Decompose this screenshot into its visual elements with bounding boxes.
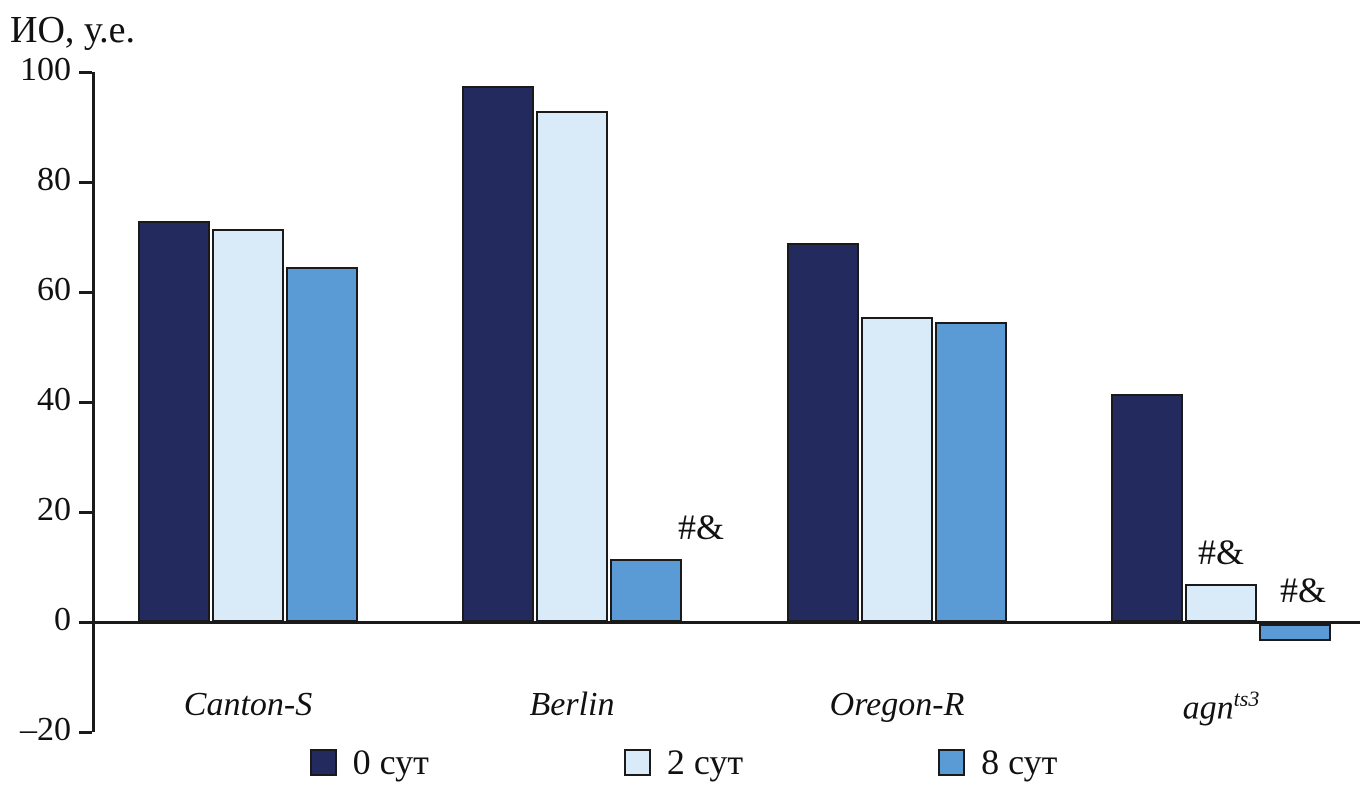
category-label-text: Berlin [529,686,615,723]
x-axis [92,621,1360,624]
y-tick-label: 100 [20,51,71,88]
legend-item: 0 сут [309,742,429,782]
category-label: Oregon-R [737,688,1057,722]
legend-label: 8 сут [981,742,1058,782]
y-axis-title: ИО, у.е. [10,9,135,51]
legend-swatch [309,748,337,776]
legend-item: 2 сут [623,742,744,782]
legend: 0 сут 2 сут 8 сут [0,744,1367,780]
legend-swatch [623,748,651,776]
bar-2-сут-Oregon-R [861,316,933,622]
bar-0-сут-Canton-S [138,220,210,622]
category-label-text: Canton-S [183,686,313,723]
legend-item: 8 сут [938,744,1057,780]
y-tick [79,71,92,74]
legend-swatch [938,748,966,776]
legend-label: 0 сут [352,742,429,782]
bar-2-сут-agn^ts3 [1185,583,1257,622]
y-tick [79,621,92,624]
y-tick [79,291,92,294]
y-tick-label: 80 [37,161,71,198]
legend-label: 2 сут [666,742,744,782]
significance-annotation: #& [677,506,724,547]
y-axis [92,72,95,732]
significance-annotation: #& [1197,531,1244,572]
bar-0-сут-Berlin [462,85,534,622]
bar-8-сут-Canton-S [286,267,358,622]
y-tick-label: 60 [37,271,71,308]
y-tick-label: 20 [37,491,71,528]
y-tick-label: 40 [37,381,71,418]
category-label-text: Oregon-R [829,686,965,723]
bar-8-сут-agn^ts3 [1259,624,1331,641]
significance-annotation: #& [1279,570,1326,610]
bar-8-сут-Berlin [610,558,682,622]
category-label: Canton-S [88,688,408,722]
y-tick [79,731,92,734]
category-label: agnts3 [1061,688,1367,725]
bar-0-сут-Oregon-R [787,242,859,622]
y-tick-label: –20 [20,711,71,748]
bar-8-сут-Oregon-R [935,322,1007,622]
y-tick [79,511,92,514]
y-tick [79,181,92,184]
bar-0-сут-agn^ts3 [1111,393,1183,622]
y-tick [79,401,92,404]
category-label-superscript: ts3 [1233,686,1260,711]
bar-2-сут-Berlin [536,110,608,622]
category-label-text: agn [1182,689,1234,727]
bar-2-сут-Canton-S [212,228,284,622]
category-label: Berlin [412,688,732,722]
y-tick-label: 0 [54,601,71,638]
